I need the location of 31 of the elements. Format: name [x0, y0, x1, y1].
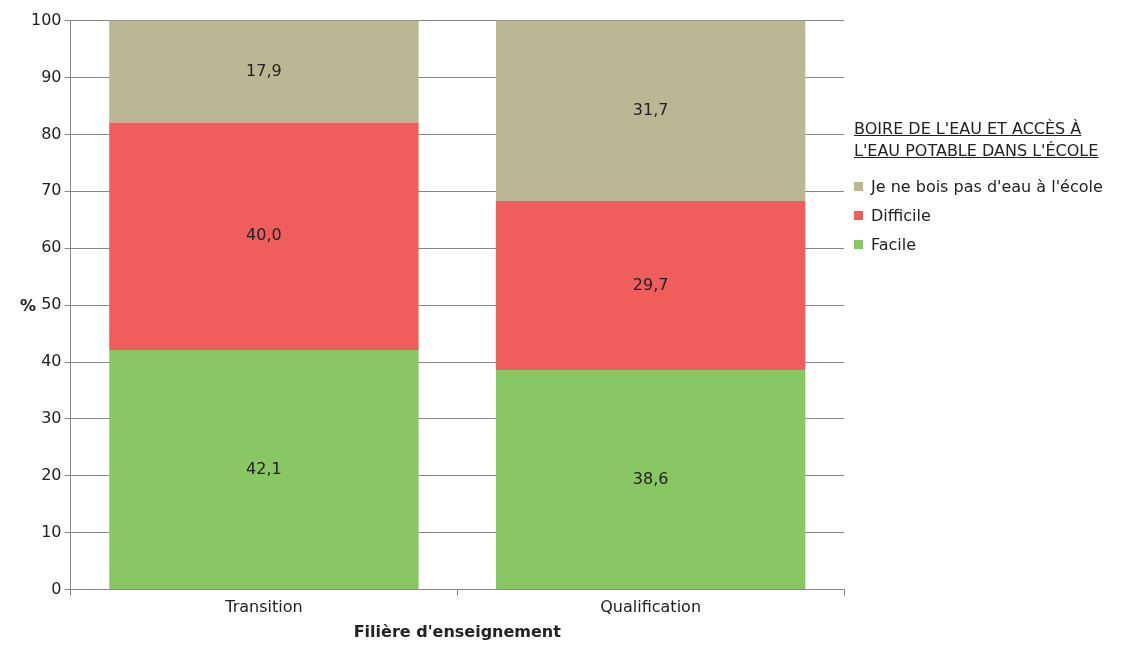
y-tick-label: 20 [41, 464, 62, 484]
x-tick-label: Transition [224, 597, 303, 617]
bar [495, 369, 806, 590]
legend-title: BOIRE DE L'EAU ET ACCÈS À L'EAU POTABLE DANS L'ÉCOLE [854, 118, 1100, 162]
y-tick-label: 50 [41, 294, 62, 314]
bar [495, 200, 806, 370]
x-axis-title: Filière d'enseignement [353, 621, 562, 641]
y-tick-label: 90 [41, 66, 62, 86]
y-tick-label: 40 [41, 351, 62, 371]
y-tick-label: 0 [51, 578, 62, 598]
x-tick-label: Qualification [600, 597, 702, 617]
bar [495, 20, 806, 201]
legend-label: Facile [871, 235, 917, 254]
legend-label: Je ne bois pas d'eau à l'école [871, 177, 1103, 196]
y-axis-title: % [19, 296, 37, 316]
data-label: 29,7 [632, 274, 669, 294]
data-label: 31,7 [632, 99, 669, 119]
y-tick-label: 70 [41, 180, 62, 200]
bar [109, 350, 419, 590]
data-label: 38,6 [632, 468, 669, 488]
y-tick-label: 80 [41, 123, 62, 143]
data-label: 40,0 [246, 225, 282, 245]
bar [109, 20, 419, 123]
data-label: 17,9 [246, 60, 282, 80]
data-label: 42,1 [246, 458, 282, 478]
y-tick-label: 10 [41, 521, 62, 541]
legend-label: Difficile [871, 206, 931, 225]
y-tick-label: 100 [30, 9, 62, 29]
y-tick-label: 60 [41, 237, 62, 257]
bar [109, 122, 419, 351]
y-tick-label: 30 [41, 408, 62, 428]
